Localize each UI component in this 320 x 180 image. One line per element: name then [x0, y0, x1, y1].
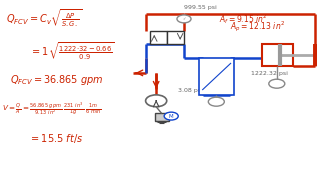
Text: $= 1\sqrt{\frac{1222{\cdot}32 - 0.66}{0.9}}$: $= 1\sqrt{\frac{1222{\cdot}32 - 0.66}{0.… [30, 40, 116, 63]
Text: $A_p = 12.13\ in^2$: $A_p = 12.13\ in^2$ [230, 20, 285, 34]
Text: $V = \frac{Q}{A} = \frac{56.865\ gpm}{9.13\ in^2}\ \frac{231\ in^3}{1g}\ \frac{1: $V = \frac{Q}{A} = \frac{56.865\ gpm}{9.… [2, 102, 101, 118]
Text: ✓: ✓ [182, 17, 186, 21]
Circle shape [164, 112, 178, 120]
Text: $Q_{FCV} = 36.865\ gpm$: $Q_{FCV} = 36.865\ gpm$ [10, 73, 103, 87]
Bar [155, 113, 169, 121]
Text: 1222.32 psi: 1222.32 psi [251, 71, 288, 76]
Bar [199, 58, 234, 95]
Text: M: M [169, 114, 173, 119]
Text: $= 15.5\ ft/s$: $= 15.5\ ft/s$ [29, 132, 83, 145]
Bar [167, 31, 184, 44]
Circle shape [269, 79, 285, 88]
Circle shape [208, 97, 224, 106]
Text: $Q_{FCV} = C_v\sqrt{\frac{\Delta P}{S.G.}}$: $Q_{FCV} = C_v\sqrt{\frac{\Delta P}{S.G.… [6, 8, 83, 30]
Text: $A_f = 9.15\ in^2$: $A_f = 9.15\ in^2$ [219, 13, 268, 26]
Bar [150, 31, 167, 44]
Circle shape [177, 15, 191, 23]
Text: 3.08 psi: 3.08 psi [178, 88, 202, 93]
Bar [262, 44, 293, 66]
Circle shape [146, 95, 167, 107]
Text: 999.55 psi: 999.55 psi [184, 4, 217, 10]
